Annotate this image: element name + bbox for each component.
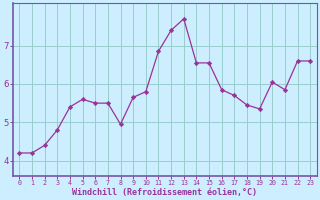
X-axis label: Windchill (Refroidissement éolien,°C): Windchill (Refroidissement éolien,°C) xyxy=(72,188,257,197)
